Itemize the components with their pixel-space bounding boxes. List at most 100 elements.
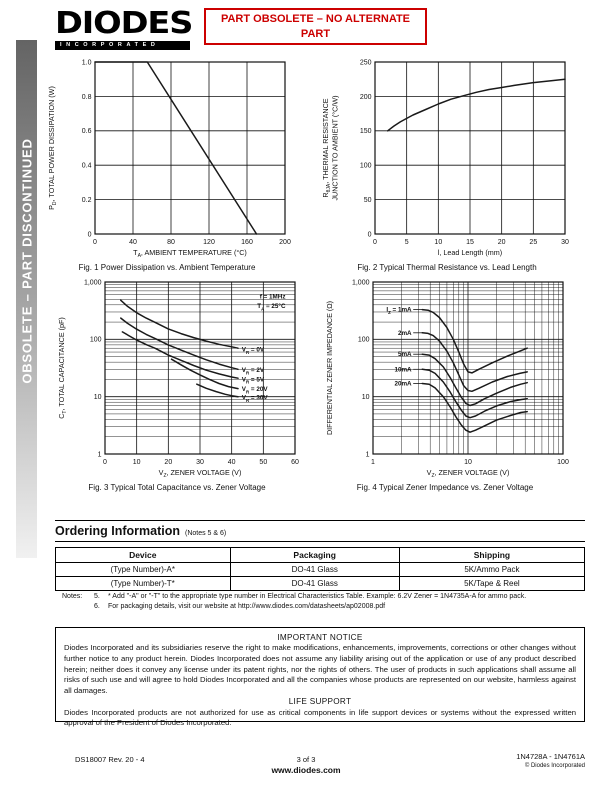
svg-text:15: 15	[466, 239, 474, 246]
section-divider-bottom	[55, 541, 585, 542]
document-number: DS18007 Rev. 20 - 4	[75, 755, 145, 764]
svg-text:VZ, ZENER VOLTAGE (V): VZ, ZENER VOLTAGE (V)	[427, 468, 510, 479]
ordering-title-note: (Notes 5 & 6)	[185, 530, 227, 537]
svg-text:1: 1	[98, 451, 102, 458]
svg-text:CT, TOTAL CAPACITANCE (pF): CT, TOTAL CAPACITANCE (pF)	[57, 317, 68, 419]
life-support-body: Diodes Incorporated products are not aut…	[64, 707, 576, 728]
svg-text:30: 30	[196, 459, 204, 466]
svg-text:160: 160	[241, 239, 253, 246]
svg-text:25: 25	[529, 239, 537, 246]
cell-shipping: 5K/Tape & Reel	[398, 576, 586, 591]
svg-text:10: 10	[434, 239, 442, 246]
fig1-power-dissipation-chart: 0 40 80 120 160 200 0 0.2 0.4 0.6 0.8 1.0 TA, AMBIEN…	[47, 59, 291, 259]
fig2-thermal-resistance-chart: 0 5 10 15 20 25 30 0 50 100 150 200 250 l, Lead Lengt…	[321, 59, 569, 257]
svg-text:0: 0	[93, 239, 97, 246]
svg-text:VR = 30V: VR = 30V	[242, 395, 269, 403]
obsolete-alert-box: PART OBSOLETE – NO ALTERNATE PART	[204, 8, 427, 45]
cell-device: (Type Number)-A*	[55, 562, 231, 577]
svg-text:PD, TOTAL POWER DISSIPATION (W: PD, TOTAL POWER DISSIPATION (W)	[47, 86, 58, 210]
important-notice-title: IMPORTANT NOTICE	[277, 633, 363, 642]
fig2-caption: Fig. 2 Typical Thermal Resistance vs. Le…	[357, 263, 537, 272]
cell-packaging: DO-41 Glass	[229, 562, 400, 577]
notes-label: Notes:	[62, 593, 83, 600]
svg-text:250: 250	[360, 59, 372, 66]
column-header-packaging: Packaging	[229, 547, 400, 563]
important-notice-body: Diodes Incorporated and its subsidiaries…	[64, 643, 576, 695]
note-5-number: 5.	[94, 593, 100, 600]
copyright-notice: © Diodes Incorporated	[524, 763, 585, 769]
alert-line1: PART OBSOLETE – NO ALTERNATE	[220, 13, 411, 26]
diodes-logo: DIODES INCORPORATED	[55, 9, 200, 50]
table-row: (Type Number)-T* DO-41 Glass 5K/Tape & R…	[55, 576, 586, 591]
svg-text:VR = 20V: VR = 20V	[242, 386, 269, 394]
figure-4: IZ = 1mA 2mA 5mA 10mA 20mA 1 10 100 1 10 100 1,000 V…	[319, 276, 571, 492]
svg-text:JUNCTION TO AMBIENT (°C/W): JUNCTION TO AMBIENT (°C/W)	[331, 95, 340, 200]
svg-text:1,000: 1,000	[84, 279, 102, 286]
svg-text:1.0: 1.0	[82, 59, 92, 66]
svg-text:f = 1MHz: f = 1MHz	[260, 293, 286, 300]
fig1-caption: Fig. 1 Power Dissipation vs. Ambient Tem…	[78, 263, 256, 272]
svg-text:VZ, ZENER VOLTAGE (V): VZ, ZENER VOLTAGE (V)	[159, 468, 242, 479]
svg-text:0.4: 0.4	[82, 163, 92, 170]
logo-wordmark: DIODES	[55, 6, 193, 41]
svg-text:40: 40	[228, 459, 236, 466]
svg-text:50: 50	[364, 197, 372, 204]
svg-text:30: 30	[561, 239, 569, 246]
fig4-caption: Fig. 4 Typical Zener Impedance vs. Zener…	[356, 483, 534, 492]
figure-1: 0 40 80 120 160 200 0 0.2 0.4 0.6 0.8 1.0 TA, AMBIEN…	[41, 56, 293, 272]
note-6-text[interactable]: For packaging details, visit our website…	[108, 603, 386, 611]
svg-text:0: 0	[373, 239, 377, 246]
part-number-range: 1N4728A - 1N4761A	[516, 752, 585, 761]
figure-2: 0 5 10 15 20 25 30 0 50 100 150 200 250 l, Lead Lengt…	[321, 56, 573, 272]
svg-text:200: 200	[360, 94, 372, 101]
logo-incorporated: INCORPORATED	[55, 40, 190, 50]
svg-text:60: 60	[291, 459, 299, 466]
svg-text:0.6: 0.6	[82, 128, 92, 135]
svg-text:20: 20	[498, 239, 506, 246]
svg-text:TA = 25°C: TA = 25°C	[257, 302, 286, 311]
website-link[interactable]: www.diodes.com	[271, 765, 341, 775]
svg-text:0.2: 0.2	[82, 197, 92, 204]
note-5-text: * Add "-A" or "-T" to the appropriate ty…	[108, 593, 527, 600]
fig3-caption: Fig. 3 Typical Total Capacitance vs. Zen…	[88, 483, 266, 492]
svg-text:100: 100	[358, 337, 370, 344]
svg-text:200: 200	[279, 239, 291, 246]
svg-text:VR = 5V: VR = 5V	[242, 376, 265, 384]
page-number: 3 of 3	[296, 755, 316, 764]
cell-shipping: 5K/Ammo Pack	[398, 562, 586, 577]
svg-text:VR = 0V: VR = 0V	[242, 347, 265, 355]
alert-line2: PART	[300, 27, 331, 40]
svg-text:150: 150	[360, 128, 372, 135]
column-header-device: Device	[55, 547, 231, 563]
svg-text:l, Lead Length (mm): l, Lead Length (mm)	[438, 248, 502, 257]
svg-text:80: 80	[167, 239, 175, 246]
table-row: (Type Number)-A* DO-41 Glass 5K/Ammo Pac…	[55, 562, 586, 577]
svg-text:1: 1	[371, 459, 375, 466]
svg-text:0: 0	[368, 231, 372, 238]
svg-text:0.8: 0.8	[82, 94, 92, 101]
svg-text:IZ = 1mA: IZ = 1mA	[386, 307, 412, 315]
ordering-heading: Ordering Information (Notes 5 & 6)	[55, 524, 226, 538]
life-support-title: LIFE SUPPORT	[288, 697, 352, 707]
svg-text:DIFFERENTIAL ZENER IMPEDANCE (: DIFFERENTIAL ZENER IMPEDANCE (Ω)	[325, 301, 334, 435]
svg-text:0: 0	[103, 459, 107, 466]
svg-text:100: 100	[90, 337, 102, 344]
svg-text:40: 40	[129, 239, 137, 246]
cell-packaging: DO-41 Glass	[229, 576, 400, 591]
svg-text:10: 10	[133, 459, 141, 466]
ordering-table: Device Packaging Shipping (Type Number)-…	[55, 547, 586, 591]
obsolete-sidebar: OBSOLETE – PART DISCONTINUED	[16, 40, 37, 558]
sidebar-label: OBSOLETE – PART DISCONTINUED	[19, 138, 34, 384]
table-header-row: Device Packaging Shipping	[55, 547, 586, 563]
cell-device: (Type Number)-T*	[55, 576, 231, 591]
svg-text:10mA: 10mA	[394, 366, 412, 373]
ordering-title: Ordering Information	[55, 524, 180, 538]
svg-text:RθJA, THERMAL RESISTANCE: RθJA, THERMAL RESISTANCE	[321, 98, 332, 197]
ordering-notes: Notes: 5. * Add "-A" or "-T" to the appr…	[62, 592, 578, 612]
svg-text:2mA: 2mA	[398, 330, 412, 337]
svg-text:TA, AMBIENT TEMPERATURE (°C): TA, AMBIENT TEMPERATURE (°C)	[133, 248, 247, 259]
svg-text:5: 5	[405, 239, 409, 246]
svg-text:100: 100	[360, 163, 372, 170]
svg-text:5mA: 5mA	[398, 351, 412, 358]
